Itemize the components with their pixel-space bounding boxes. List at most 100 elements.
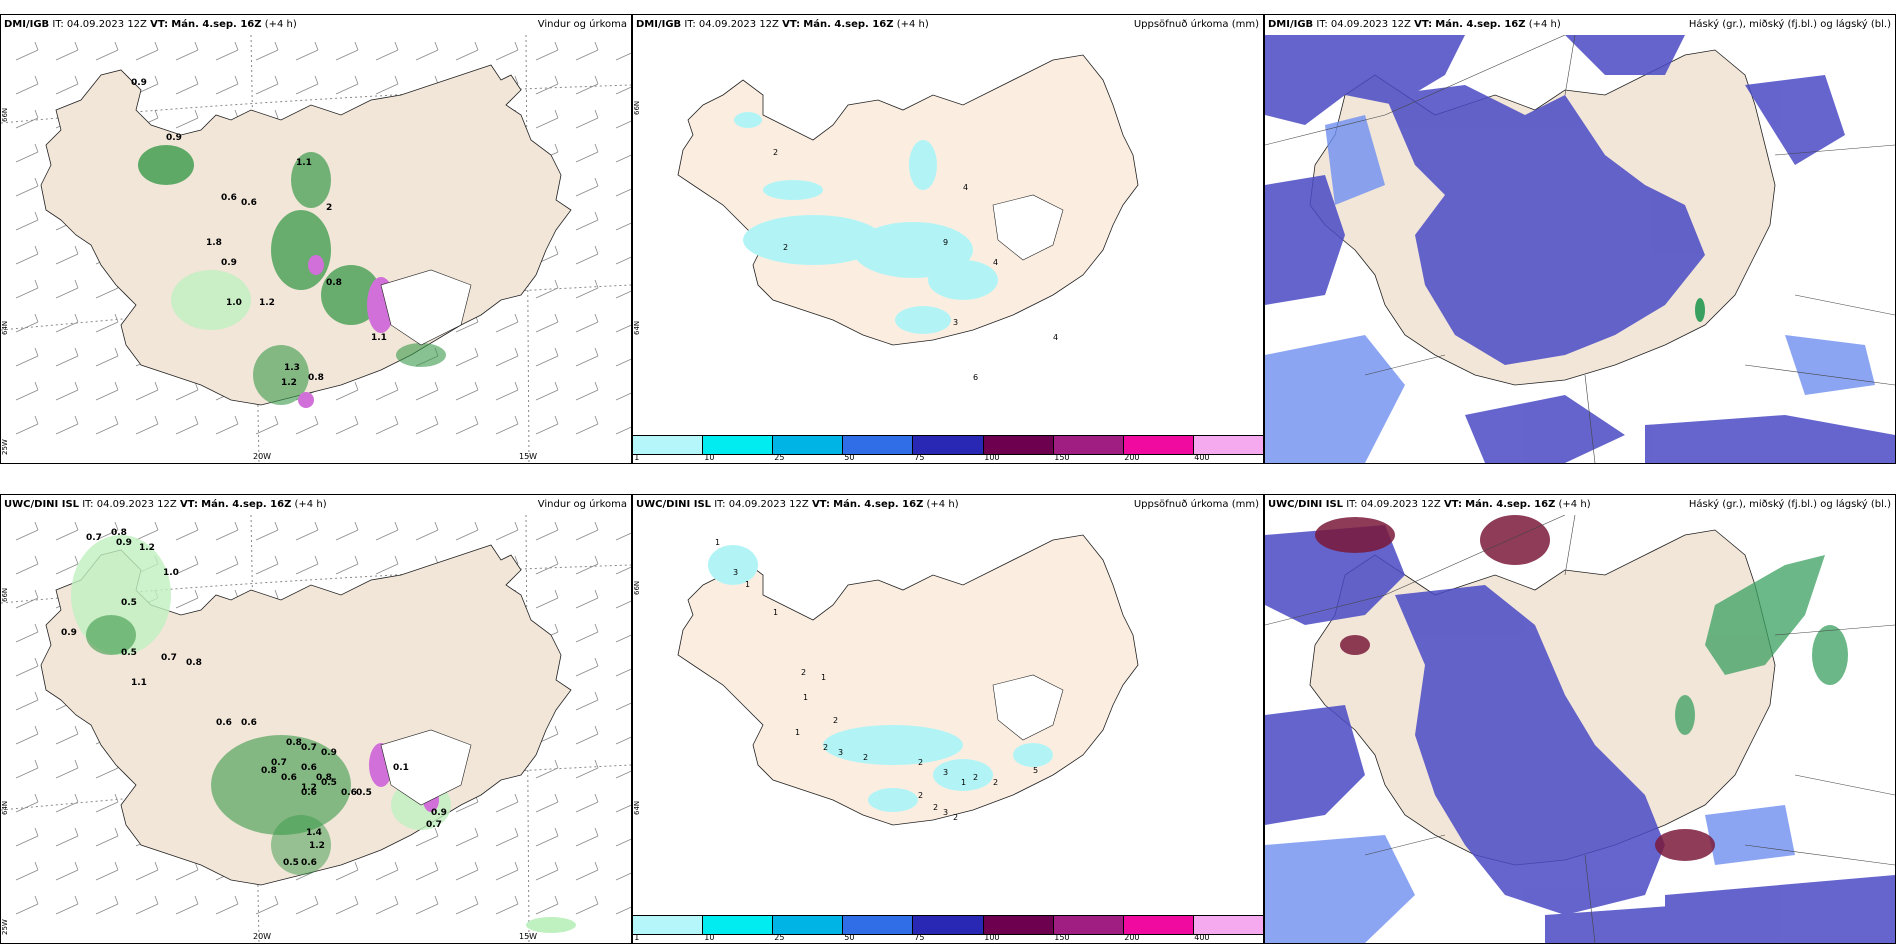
wind-barb [175,41,199,61]
wind-barb [335,861,359,881]
contour-value-label: 1 [821,673,826,682]
precip-value-label: 1.1 [296,158,312,168]
wind-barb [55,75,79,95]
model-source: DMI/IGB [1268,19,1314,30]
wind-barb [615,222,631,231]
precip-value-label: 0.5 [321,778,337,788]
vt-prefix: VT: [1414,19,1433,30]
wind-barb [495,415,519,435]
lead-time: (+4 h) [926,499,959,510]
precip-value-label: 0.9 [131,78,147,88]
wind-barb [295,41,319,61]
colorbar-label: 1 [634,453,640,462]
wind-barb [615,324,631,333]
colorbar-cell [1193,436,1263,454]
wind-barb [455,827,479,847]
colorbar-cell [913,436,984,454]
colorbar-label: 10 [704,933,715,942]
precip-value-label: 0.6 [241,198,257,208]
precip-value-label: 0.5 [121,598,137,608]
precip-value-label: 1.2 [301,783,317,793]
panel-title: Háský (gr.), miðský (fj.bl.) og lágský (… [1688,499,1891,510]
colorbar-cells [633,435,1263,455]
wind-barb [375,521,399,541]
wind-barb [455,41,479,61]
contour-value-label: 3 [943,808,948,817]
high-cloud [1675,555,1848,735]
wind-barb [375,381,399,401]
contour-value-label: 2 [801,668,806,677]
wind-barb [495,41,519,61]
wind-barb [55,245,79,265]
model-source: DMI/IGB [4,19,50,30]
precip-value-label: 0.9 [321,748,337,758]
wind-barb [415,861,439,881]
wind-barb [95,381,119,401]
panel-title: Háský (gr.), miðský (fj.bl.) og lágský (… [1688,19,1891,30]
wind-barb [55,759,79,779]
lon-label: 25W [1,919,9,935]
precip-value-label: 0.5 [283,858,299,868]
lon-label: 20W [253,452,271,461]
wind-barb [535,589,559,609]
wind-barb [15,279,39,299]
colorbar-label: 200 [1124,453,1140,462]
wind-barb [335,381,359,401]
lat-label: 66N [1,588,9,602]
wind-barb [175,589,199,609]
colorbar-label: 50 [844,453,855,462]
precip-value-label: 0.9 [166,133,182,143]
precip-value-label: 1.8 [206,238,222,248]
cloud-map [1265,34,1895,463]
wind-barb [15,41,39,61]
wind-barb [15,623,39,643]
colorbar-label: 75 [914,453,925,462]
high-cloud-dark [1315,515,1715,861]
wind-barb [255,895,279,915]
precip-value-label: 0.6 [241,718,257,728]
colorbar-cell [983,916,1054,934]
wind-barb [615,154,631,163]
wind-barb [535,521,559,541]
wind-barb [175,109,199,129]
wind-barb [15,415,39,435]
wind-barb [135,895,159,915]
wind-barb [95,793,119,813]
wind-barb [415,381,439,401]
wind-barb [55,827,79,847]
wind-barb [15,657,39,677]
contour-value-label: 2 [933,803,938,812]
wind-barb [575,521,599,541]
low-cloud [1265,525,1895,943]
lat-label: 66N [633,581,641,595]
panel-title: Uppsöfnuð úrkoma (mm) [1133,499,1259,510]
precip-value-label: 0.6 [301,858,317,868]
valid-time: Mán. 4.sep. 16Z [1465,499,1556,510]
model-source: UWC/DINI ISL [636,499,712,510]
wind-barb [575,657,599,677]
wind-barb [535,555,559,575]
valid-time: Mán. 4.sep. 16Z [201,499,292,510]
wind-barb [335,415,359,435]
contour-value-label: 1 [795,728,800,737]
panel-header: UWC/DINI ISL IT: 04.09.2023 12Z VT: Mán.… [1,495,631,515]
precip-value-label: 0.5 [356,788,372,798]
initial-time: IT: 04.09.2023 12Z [714,499,809,510]
wind-barb [175,75,199,95]
colorbar-cells [633,915,1263,935]
wind-barb [615,120,631,129]
lat-label: 64N [1,801,9,815]
wind-barb [15,861,39,881]
precip-areas [708,545,1053,812]
mid-cloud [1265,115,1875,463]
map-area [1265,514,1895,943]
contour-value-label: 2 [823,743,828,752]
wind-barb [615,600,631,609]
precip-value-label: 0.7 [161,653,177,663]
colorbar-cell [633,916,704,934]
contour-value-label: 2 [918,791,923,800]
wind-barb [495,793,519,813]
wind-barb [95,415,119,435]
wind-barb [255,415,279,435]
contour-value-label: 3 [838,748,843,757]
